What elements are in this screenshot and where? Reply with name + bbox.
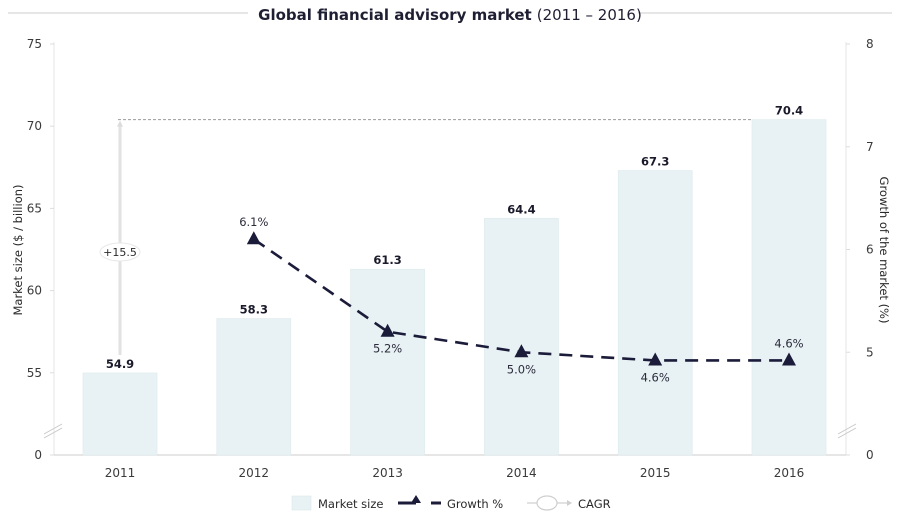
left-tick-label: 75 bbox=[27, 37, 42, 51]
growth-label-2012: 6.1% bbox=[239, 215, 268, 229]
growth-label-2014: 5.0% bbox=[507, 362, 536, 376]
cagr-label-bubble bbox=[99, 242, 141, 262]
left-tick-label: 0 bbox=[34, 448, 42, 462]
bar-label-2016: 70.4 bbox=[775, 104, 803, 118]
x-tick-label: 2016 bbox=[774, 466, 805, 480]
left-axis-ticks: 0 55 60 65 70 75 bbox=[27, 37, 54, 462]
legend-swatch-market-size bbox=[291, 495, 312, 511]
right-tick-label: 5 bbox=[866, 345, 874, 359]
legend-label-growth: Growth % bbox=[447, 497, 503, 511]
x-tick-label: 2012 bbox=[239, 466, 270, 480]
legend-item-market-size: Market size bbox=[291, 495, 384, 511]
legend-cagr-ellipse-icon bbox=[536, 495, 558, 511]
left-axis-break bbox=[43, 423, 63, 439]
left-tick-label: 70 bbox=[27, 119, 42, 133]
bar-2013 bbox=[350, 268, 425, 456]
growth-marker-2012 bbox=[246, 231, 261, 245]
right-tick-label: 7 bbox=[866, 140, 874, 154]
growth-label-2015: 4.6% bbox=[641, 370, 670, 384]
x-tick-label: 2011 bbox=[105, 466, 136, 480]
x-tick-label: 2013 bbox=[372, 466, 403, 480]
cagr-arrowhead-icon bbox=[117, 120, 123, 127]
growth-series: 6.1% 5.2% 5.0% 4.6% 4.6% bbox=[239, 215, 803, 384]
legend-item-growth: Growth % bbox=[398, 495, 503, 511]
left-axis-title: Market size ($ / billion) bbox=[11, 184, 25, 315]
right-tick-label: 0 bbox=[866, 448, 874, 462]
bar-label-2012: 58.3 bbox=[240, 303, 268, 317]
legend-item-cagr: CAGR bbox=[527, 495, 611, 511]
x-axis-ticks: 2011 2012 2013 2014 2015 2016 bbox=[105, 466, 805, 480]
bar-label-2015: 67.3 bbox=[641, 155, 669, 169]
right-axis-ticks: 0 5 6 7 8 bbox=[846, 37, 874, 462]
bar-2015 bbox=[617, 170, 693, 456]
legend: Market size Growth % CAGR bbox=[291, 495, 611, 511]
left-tick-label: 55 bbox=[27, 366, 42, 380]
left-tick-label: 60 bbox=[27, 284, 42, 298]
growth-marker-2016 bbox=[782, 352, 796, 366]
right-axis-break bbox=[837, 423, 857, 439]
growth-marker-2015 bbox=[648, 352, 663, 366]
bar-label-2014: 64.4 bbox=[507, 202, 535, 216]
x-tick-label: 2015 bbox=[640, 466, 671, 480]
growth-label-2013: 5.2% bbox=[373, 342, 402, 356]
legend-triangle-icon bbox=[411, 495, 421, 503]
right-tick-label: 6 bbox=[866, 243, 874, 257]
legend-label-market-size: Market size bbox=[318, 497, 384, 511]
left-tick-label: 65 bbox=[27, 201, 42, 215]
bar-2012 bbox=[216, 318, 292, 456]
cagr-label: +15.5 bbox=[103, 246, 137, 259]
bar-2014 bbox=[484, 217, 559, 456]
growth-marker-2013 bbox=[380, 323, 395, 337]
x-tick-label: 2014 bbox=[506, 466, 537, 480]
chart-title: Global financial advisory market (2011 – … bbox=[258, 6, 642, 24]
growth-label-2016: 4.6% bbox=[774, 336, 803, 350]
cagr-annotation: +15.5 bbox=[99, 119, 752, 355]
legend-label-cagr: CAGR bbox=[578, 497, 611, 511]
bar-label-2013: 61.3 bbox=[373, 253, 401, 267]
right-axis-title: Growth of the market (%) bbox=[877, 177, 891, 324]
bar-2016 bbox=[751, 119, 827, 456]
bar-series: 54.9 58.3 61.3 64.4 67.3 70.4 bbox=[82, 104, 827, 456]
bar-2011 bbox=[82, 372, 158, 456]
bar-label-2011: 54.9 bbox=[106, 357, 134, 371]
growth-marker-2014 bbox=[514, 344, 529, 358]
legend-cagr-arrow-icon bbox=[567, 500, 572, 506]
right-tick-label: 8 bbox=[866, 37, 874, 51]
